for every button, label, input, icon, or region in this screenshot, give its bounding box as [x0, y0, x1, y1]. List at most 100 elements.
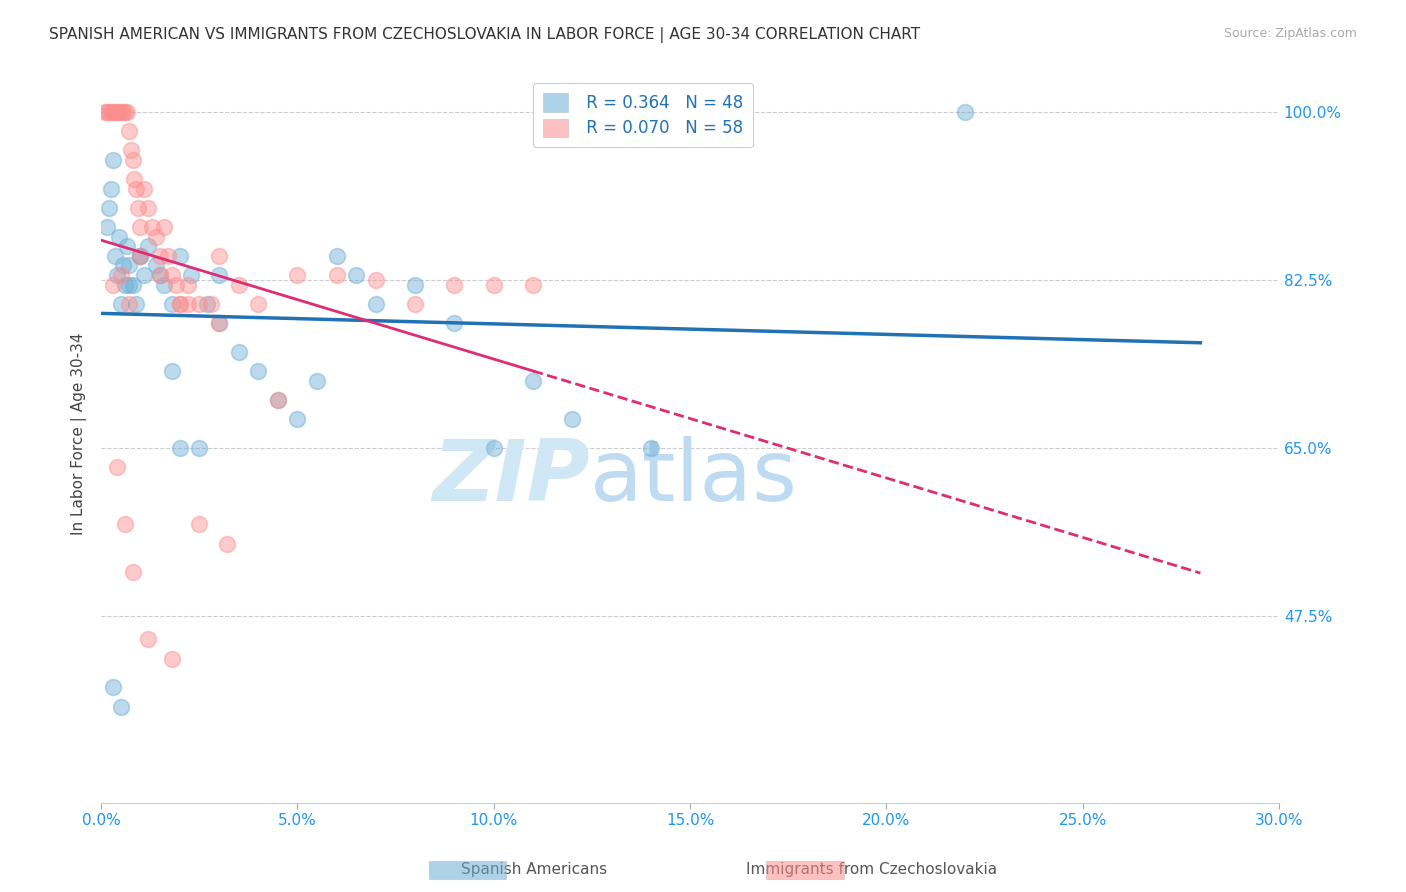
- Point: [121, 566, 143, 580]
- Point: [443, 316, 465, 330]
- Point: [364, 273, 387, 287]
- Point: [98, 201, 121, 215]
- Point: [165, 277, 187, 292]
- Y-axis label: In Labor Force | Age 30-34: In Labor Force | Age 30-34: [72, 332, 87, 534]
- Text: Source: ZipAtlas.com: Source: ZipAtlas.com: [1223, 27, 1357, 40]
- Point: [114, 517, 136, 532]
- Point: [200, 297, 222, 311]
- Point: [640, 441, 662, 455]
- Point: [287, 268, 309, 282]
- Point: [100, 105, 122, 120]
- Point: [169, 441, 191, 455]
- Point: [344, 268, 367, 282]
- Point: [247, 364, 270, 378]
- Text: ZIP: ZIP: [432, 436, 591, 519]
- Point: [110, 297, 132, 311]
- Point: [169, 249, 191, 263]
- Point: [482, 277, 505, 292]
- Point: [149, 268, 172, 282]
- Point: [160, 297, 183, 311]
- Point: [145, 259, 167, 273]
- Point: [188, 441, 211, 455]
- Point: [114, 277, 136, 292]
- Point: [287, 412, 309, 426]
- Point: [307, 374, 329, 388]
- Point: [110, 105, 132, 120]
- Point: [953, 105, 976, 120]
- Point: [115, 239, 138, 253]
- Point: [145, 229, 167, 244]
- Point: [153, 277, 176, 292]
- Point: [169, 297, 191, 311]
- Point: [136, 201, 159, 215]
- Point: [208, 249, 231, 263]
- Point: [107, 229, 129, 244]
- Point: [228, 277, 250, 292]
- Point: [208, 316, 231, 330]
- Text: Immigrants from Czechoslovakia: Immigrants from Czechoslovakia: [747, 863, 997, 877]
- Point: [127, 201, 149, 215]
- Point: [325, 268, 347, 282]
- Point: [111, 259, 134, 273]
- Point: [176, 277, 198, 292]
- Text: atlas: atlas: [591, 436, 799, 519]
- Point: [228, 344, 250, 359]
- Point: [117, 259, 139, 273]
- Point: [176, 297, 198, 311]
- Point: [114, 105, 136, 120]
- Point: [136, 239, 159, 253]
- Point: [115, 105, 138, 120]
- Text: SPANISH AMERICAN VS IMMIGRANTS FROM CZECHOSLOVAKIA IN LABOR FORCE | AGE 30-34 CO: SPANISH AMERICAN VS IMMIGRANTS FROM CZEC…: [49, 27, 921, 43]
- Point: [149, 268, 172, 282]
- Point: [111, 105, 134, 120]
- Point: [156, 249, 179, 263]
- Point: [129, 249, 152, 263]
- Point: [96, 105, 118, 120]
- Text: Spanish Americans: Spanish Americans: [461, 863, 607, 877]
- Point: [107, 105, 129, 120]
- Point: [121, 153, 143, 167]
- Point: [117, 124, 139, 138]
- Point: [160, 268, 183, 282]
- Point: [96, 220, 118, 235]
- Point: [120, 144, 142, 158]
- Legend:  R = 0.364   N = 48,  R = 0.070   N = 58: R = 0.364 N = 48, R = 0.070 N = 58: [533, 84, 754, 147]
- Point: [522, 277, 544, 292]
- Point: [105, 268, 128, 282]
- Point: [443, 277, 465, 292]
- Point: [124, 172, 146, 186]
- Point: [129, 249, 152, 263]
- Point: [188, 297, 211, 311]
- Point: [104, 249, 127, 263]
- Point: [129, 249, 152, 263]
- Point: [267, 392, 290, 407]
- Point: [267, 392, 290, 407]
- Point: [141, 220, 163, 235]
- Point: [101, 277, 124, 292]
- Point: [125, 182, 148, 196]
- Point: [195, 297, 218, 311]
- Point: [104, 105, 127, 120]
- Point: [110, 699, 132, 714]
- Point: [364, 297, 387, 311]
- Point: [125, 297, 148, 311]
- Point: [208, 268, 231, 282]
- Point: [325, 249, 347, 263]
- Point: [180, 268, 202, 282]
- Point: [101, 681, 124, 695]
- Point: [561, 412, 583, 426]
- Point: [117, 277, 139, 292]
- Point: [404, 277, 426, 292]
- Point: [482, 441, 505, 455]
- Point: [117, 297, 139, 311]
- Point: [153, 220, 176, 235]
- Point: [100, 182, 122, 196]
- Point: [522, 374, 544, 388]
- Point: [188, 517, 211, 532]
- Point: [136, 632, 159, 647]
- Point: [134, 182, 156, 196]
- Point: [129, 220, 152, 235]
- Point: [101, 105, 124, 120]
- Point: [208, 316, 231, 330]
- Point: [149, 249, 172, 263]
